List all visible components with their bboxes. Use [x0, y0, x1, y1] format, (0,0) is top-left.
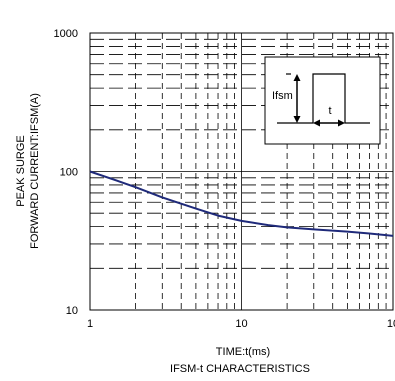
duration-arrowhead-left [313, 119, 320, 127]
inset-box [264, 56, 381, 145]
y-tick-label: 1000 [54, 28, 78, 40]
tick-layer: 1 10 10 10 100 1000 [54, 28, 395, 330]
pulse-waveform [277, 73, 370, 124]
x-axis-title: TIME:t(ms) [216, 346, 270, 358]
amplitude-arrowhead-up [293, 74, 301, 81]
inset-diagram: Ifsm t [264, 56, 381, 145]
series-layer [89, 170, 394, 237]
y-tick-label: 10 [66, 305, 78, 317]
amplitude-arrowhead-down [293, 116, 301, 123]
inset-t-label: t [328, 105, 331, 117]
chart-caption: IFSM-t CHARACTERISTICS [170, 363, 310, 375]
series-line [89, 170, 394, 237]
duration-arrowhead-right [338, 119, 345, 127]
x-tick-label: 10 [387, 318, 395, 330]
y-axis-title-line2: FORWARD CURRENT:IFSM(A) [29, 93, 41, 249]
x-tick-label: 10 [235, 318, 247, 330]
y-axis-title-line1: PEAK SURGE [15, 135, 27, 207]
x-tick-label: 1 [87, 318, 93, 330]
inset-ifsm-label: Ifsm [272, 90, 293, 102]
y-tick-label: 100 [60, 167, 78, 179]
